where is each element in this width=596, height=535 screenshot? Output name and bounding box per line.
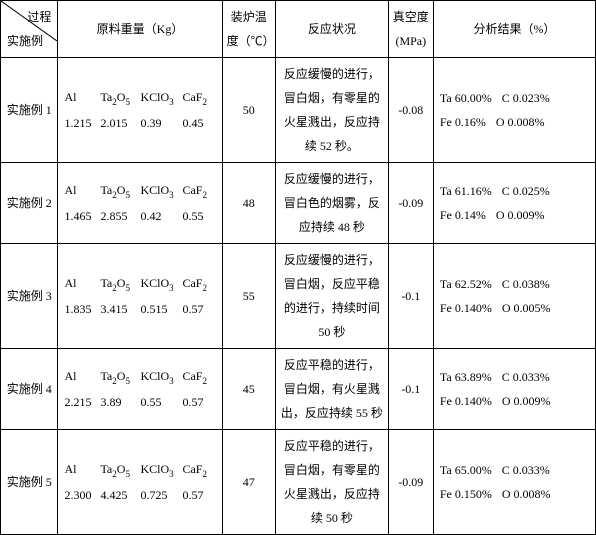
cell-result: Ta 62.52%C 0.038%Fe 0.140%O 0.005% [433,244,595,349]
cell-reaction: 反应缓慢的进行，冒白色的烟雾，反应持续 48 秒 [275,163,388,244]
cell-vacuum: -0.09 [388,430,433,535]
table-row: 实施例 4AlTa2O5KClO3CaF22.2153.890.550.5745… [1,349,596,430]
table-row: 实施例 3AlTa2O5KClO3CaF21.8353.4150.5150.57… [1,244,596,349]
cell-raw: AlTa2O5KClO3CaF21.8353.4150.5150.57 [58,244,222,349]
cell-temp: 55 [222,244,275,349]
table-container: 过程 实施例 原料重量（Kg） 装炉温度（℃） 反应状况 真空度(MPa) 分析… [0,0,596,535]
cell-process: 实施例 2 [1,163,58,244]
cell-temp: 45 [222,349,275,430]
th-raw: 原料重量（Kg） [58,1,222,58]
table-header-row: 过程 实施例 原料重量（Kg） 装炉温度（℃） 反应状况 真空度(MPa) 分析… [1,1,596,58]
cell-raw: AlTa2O5KClO3CaF22.2153.890.550.57 [58,349,222,430]
table-body: 实施例 1AlTa2O5KClO3CaF21.2152.0150.390.455… [1,58,596,535]
cell-process: 实施例 1 [1,58,58,163]
cell-vacuum: -0.1 [388,244,433,349]
table-row: 实施例 1AlTa2O5KClO3CaF21.2152.0150.390.455… [1,58,596,163]
cell-reaction: 反应平稳的进行，冒白烟，有火星溅出，反应持续 55 秒 [275,349,388,430]
cell-process: 实施例 3 [1,244,58,349]
th-process: 过程 实施例 [1,1,58,58]
th-result: 分析结果（%） [433,1,595,58]
table-row: 实施例 2AlTa2O5KClO3CaF21.4652.8550.420.554… [1,163,596,244]
cell-raw: AlTa2O5KClO3CaF21.4652.8550.420.55 [58,163,222,244]
cell-temp: 47 [222,430,275,535]
cell-temp: 50 [222,58,275,163]
cell-vacuum: -0.09 [388,163,433,244]
table-row: 实施例 5AlTa2O5KClO3CaF22.3004.4250.7250.57… [1,430,596,535]
th-reaction: 反应状况 [275,1,388,58]
diagonal-line-icon [1,1,57,41]
cell-temp: 48 [222,163,275,244]
th-temp: 装炉温度（℃） [222,1,275,58]
cell-result: Ta 60.00%C 0.023%Fe 0.16%O 0.008% [433,58,595,163]
cell-result: Ta 65.00%C 0.033%Fe 0.150%O 0.008% [433,430,595,535]
cell-vacuum: -0.08 [388,58,433,163]
cell-result: Ta 61.16%C 0.025%Fe 0.14%O 0.009% [433,163,595,244]
cell-raw: AlTa2O5KClO3CaF22.3004.4250.7250.57 [58,430,222,535]
cell-vacuum: -0.1 [388,349,433,430]
cell-reaction: 反应缓慢的进行，冒白烟，有零星的火星溅出，反应持续 52 秒。 [275,58,388,163]
th-vacuum: 真空度(MPa) [388,1,433,58]
experiment-table: 过程 实施例 原料重量（Kg） 装炉温度（℃） 反应状况 真空度(MPa) 分析… [0,0,596,535]
cell-process: 实施例 5 [1,430,58,535]
cell-result: Ta 63.89%C 0.033%Fe 0.140%O 0.009% [433,349,595,430]
cell-raw: AlTa2O5KClO3CaF21.2152.0150.390.45 [58,58,222,163]
cell-reaction: 反应缓慢的进行，冒白烟，反应平稳的进行，持续时间 50 秒 [275,244,388,349]
cell-process: 实施例 4 [1,349,58,430]
cell-reaction: 反应平稳的进行，冒白烟，有零星的火星溅出，反应持续 50 秒 [275,430,388,535]
